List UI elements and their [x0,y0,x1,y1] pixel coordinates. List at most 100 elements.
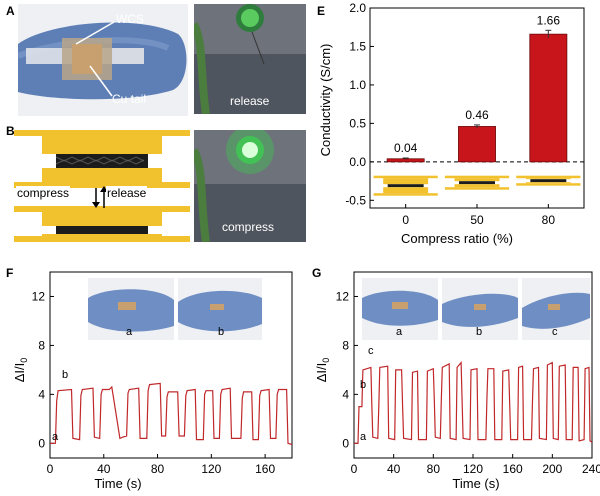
chart-f-x-axis-label: Time (s) [94,476,141,491]
chart-f-xtick-label: 160 [255,462,275,476]
chart-g-curve-label-b: b [360,379,366,391]
chart-f-xtick-label: 40 [97,462,111,476]
annotation-arrows [75,21,115,97]
chart-e-ytick-label: 2.0 [349,1,366,15]
annotation-wcs: WCS [116,12,144,26]
led-off-graphic [194,4,306,114]
chart-g-xtick-label: 200 [542,462,562,476]
chart-e-ytick-label: 1.0 [349,78,366,92]
chart-e-data-label: 1.66 [537,13,561,27]
chart-f-xtick-label: 120 [201,462,221,476]
chart-g-inset-a: a [362,278,438,340]
chart-e-schematic-core [459,181,495,185]
chart-e-xtick-label: 50 [470,213,484,227]
inset-b-label: b [218,326,225,338]
svg-text:ΔI/I0: ΔI/I0 [12,358,29,383]
panel-label-a: A [6,4,15,18]
chart-f-ytick-label: 12 [32,289,46,303]
chart-e-schematic-layer [454,178,500,182]
chart-e-xtick-label: 0 [402,213,409,227]
chart-g-xtick-label: 120 [463,462,483,476]
chart-e-schematic-layer [383,178,429,185]
chart-g-xtick-label: 160 [503,462,523,476]
chart-f-response: 0 40 80 120 160 0 4 8 12 Time (s) ΔI/I0 a b [12,271,293,491]
chart-g-xtick-label: 240 [582,462,600,476]
chart-g-ytick-label: 8 [342,338,349,352]
chart-g-inset-c: c [522,278,590,340]
chart-f-xtick-label: 0 [47,462,54,476]
chart-e-ytick-label: 0.5 [349,116,366,130]
chart-g-curve-label-a: a [360,431,367,443]
chart-f-axes: 0 40 80 120 160 0 4 8 12 [32,271,293,476]
chart-g-y-axis-label: ΔI/I0 [314,358,331,383]
panel-a-photo: WCS Cu tail [18,4,188,116]
chart-f-xtick-label: 80 [151,462,165,476]
chart-f-ytick-label: 4 [38,387,45,401]
chart-f-ytick-label: 0 [38,436,45,450]
panel-c-photo: release [194,4,306,114]
chart-e-data-label: 0.46 [465,108,489,122]
chart-f-inset-a: a [88,278,174,340]
chart-f-curve-label-b: b [62,369,68,381]
chart-e-ytick-label: -0.5 [345,193,366,207]
label-compress: compress [16,186,71,200]
chart-e-data-label: 0.04 [394,141,418,155]
chart-f-ytick-label: 8 [38,338,45,352]
chart-e-schematic-layer [525,178,571,180]
chart-e-schematic-layer [444,175,510,179]
label-release: release [106,186,148,200]
inset-a-label: a [126,326,133,338]
chart-g-ytick-label: 4 [342,387,349,401]
chart-g-ytick-label: 0 [342,436,349,450]
chart-e-schematic-layer [516,175,581,179]
chart-g-series-line [354,360,593,444]
chart-e-bar [458,126,496,163]
chart-g-curve-label-c: c [368,345,374,357]
panel-label-e: E [317,4,326,18]
chart-e-conductivity: -0.5 0.0 0.5 1.0 1.5 2.0 0 50 80 0.04 0.46 1.66 Co… [318,1,585,246]
chart-g-x-axis-label: Time (s) [452,476,499,491]
chart-e-schematic-layer [454,184,500,188]
chart-e-schematic-layer [525,182,571,184]
chart-f-y-axis-label: ΔI/I0 [12,358,29,383]
chart-e-schematic-layer [373,175,438,179]
chart-e-x-axis-label: Compress ratio (%) [401,231,513,246]
release-state-layers [14,130,190,188]
chart-g-xtick-label: 0 [351,462,358,476]
caption-release: release [230,94,270,108]
inset-g-a-label: a [396,326,403,338]
chart-f-series-line [50,382,293,446]
chart-e-schematic-layer [373,193,438,196]
chart-e-bars: 0.04 0.46 1.66 [386,13,568,163]
chart-e-xtick-label: 80 [542,213,556,227]
chart-g-ylabel-main: ΔI/I [314,363,329,383]
chart-g-xtick-label: 40 [387,462,401,476]
chart-g-ytick-label: 12 [336,289,350,303]
chart-f-inset-b: b [178,278,262,340]
chart-f-frame [49,271,293,459]
compress-state-layers [14,206,190,242]
chart-f-ylabel-sub: 0 [19,358,29,363]
chart-e-schematics [373,175,581,196]
chart-g-xtick-label: 80 [427,462,441,476]
finger-photo-graphic [18,4,188,116]
chart-e-ytick-label: 0.0 [349,155,366,169]
chart-e-schematic-layer [516,183,581,186]
svg-text:ΔI/I0: ΔI/I0 [314,358,331,383]
chart-e-schematic-layer [444,187,510,190]
chart-g-inset-b: b [442,278,518,340]
panel-b-schematic [14,130,190,242]
inset-g-c-label: c [552,326,558,338]
chart-e-bar [529,33,568,163]
panel-label-b: B [6,124,15,138]
chart-e-y-axis-label: Conductivity (S/cm) [318,44,333,157]
chart-g-axes: 0 40 80 120 160 200 240 0 4 8 12 [336,271,600,476]
panel-label-f: F [6,266,14,280]
panel-label-g: G [312,266,322,280]
chart-e-schematic-core [530,179,567,183]
chart-e-schematic-core [387,184,424,188]
panel-d-photo: compress [194,130,306,242]
chart-e-schematic-layer [383,187,429,194]
chart-e-ytick-label: 1.5 [349,39,366,53]
